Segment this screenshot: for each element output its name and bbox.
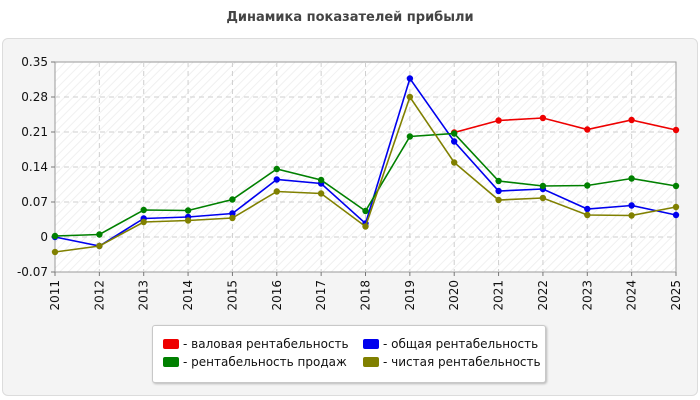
x-tick-label: 2021	[492, 280, 506, 311]
data-point	[495, 196, 502, 204]
series-2	[51, 130, 680, 240]
data-point	[362, 207, 369, 215]
legend-item-net: - чистая рентабельность	[363, 354, 541, 370]
y-tick-label: 0.21	[21, 125, 48, 139]
data-point	[362, 223, 369, 230]
data-point	[273, 188, 280, 195]
series-3	[51, 93, 680, 256]
y-tick-label: -0.07	[17, 265, 48, 279]
y-tick-label: 0.07	[21, 195, 48, 209]
data-point	[584, 211, 591, 219]
data-point	[628, 202, 635, 209]
data-point	[495, 187, 502, 195]
data-point	[539, 182, 547, 190]
x-tick-label: 2025	[669, 280, 683, 311]
data-point	[628, 116, 635, 124]
data-point	[184, 207, 192, 214]
data-point	[406, 133, 414, 140]
data-point	[184, 217, 192, 224]
x-tick-label: 2014	[181, 280, 195, 311]
data-point	[96, 231, 103, 238]
data-point	[140, 218, 147, 226]
x-tick-label: 2020	[447, 280, 461, 311]
data-point	[451, 159, 458, 166]
data-point	[96, 242, 103, 250]
data-point	[140, 206, 147, 214]
data-point	[495, 117, 502, 124]
data-point	[451, 138, 458, 145]
data-point	[672, 211, 680, 219]
x-tick-label: 2017	[314, 280, 328, 311]
data-point	[584, 126, 591, 133]
y-tick-label: 0.14	[21, 160, 48, 174]
data-point	[229, 210, 236, 217]
legend-item-total: - общая рентабельность	[363, 336, 538, 352]
y-axis: -0.07 0 0.07 0.14 0.21 0.28 0.35	[17, 55, 55, 279]
data-point	[317, 190, 325, 197]
x-tick-label: 2022	[536, 280, 550, 311]
grid-lines	[55, 62, 676, 272]
data-point	[406, 93, 414, 101]
data-point	[584, 205, 591, 213]
y-tick-label: 0	[40, 230, 48, 244]
x-tick-label: 2011	[48, 280, 62, 311]
data-point	[672, 182, 680, 190]
data-point	[51, 232, 59, 240]
series-layer	[51, 75, 680, 256]
legend-label-gross: - валовая рентабельность	[183, 337, 349, 351]
x-tick-label: 2024	[625, 280, 639, 311]
legend-label-sales: - рентабельность продаж	[183, 355, 347, 369]
legend-label-total: - общая рентабельность	[383, 337, 539, 351]
x-tick-label: 2019	[403, 280, 417, 311]
data-point	[584, 182, 591, 189]
data-point	[273, 176, 280, 183]
legend-item-sales: - рентабельность продаж	[163, 354, 347, 370]
data-point	[229, 214, 236, 222]
data-point	[51, 248, 59, 256]
x-tick-label: 2015	[225, 280, 239, 311]
x-tick-label: 2018	[359, 280, 373, 311]
data-point	[451, 130, 458, 137]
data-point	[273, 165, 280, 173]
legend-swatch-total	[363, 339, 379, 349]
data-point	[539, 194, 547, 202]
y-tick-label: 0.35	[21, 55, 48, 69]
x-tick-label: 2023	[580, 280, 594, 311]
data-point	[672, 126, 680, 134]
data-point	[406, 75, 414, 82]
chart-title: Динамика показателей прибыли	[226, 10, 474, 25]
x-tick-label: 2016	[270, 280, 284, 311]
legend-swatch-gross	[163, 339, 179, 349]
data-point	[495, 177, 502, 185]
legend: - валовая рентабельность - общая рентабе…	[152, 325, 546, 383]
data-point	[628, 175, 635, 182]
legend-swatch-sales	[163, 357, 179, 367]
data-point	[317, 176, 325, 184]
y-tick-label: 0.28	[21, 90, 48, 104]
x-tick-label: 2012	[92, 280, 106, 311]
legend-swatch-net	[363, 357, 379, 367]
data-point	[628, 212, 635, 219]
x-tick-label: 2013	[137, 280, 151, 311]
legend-label-net: - чистая рентабельность	[383, 355, 541, 369]
data-point	[672, 203, 680, 211]
data-point	[539, 114, 547, 122]
data-point	[229, 196, 236, 203]
series-line	[453, 117, 677, 134]
x-axis: 2011 2012 2013 2014 2015 2016 2017 2018 2019 2020…	[48, 272, 683, 311]
legend-item-gross: - валовая рентабельность	[163, 336, 349, 352]
